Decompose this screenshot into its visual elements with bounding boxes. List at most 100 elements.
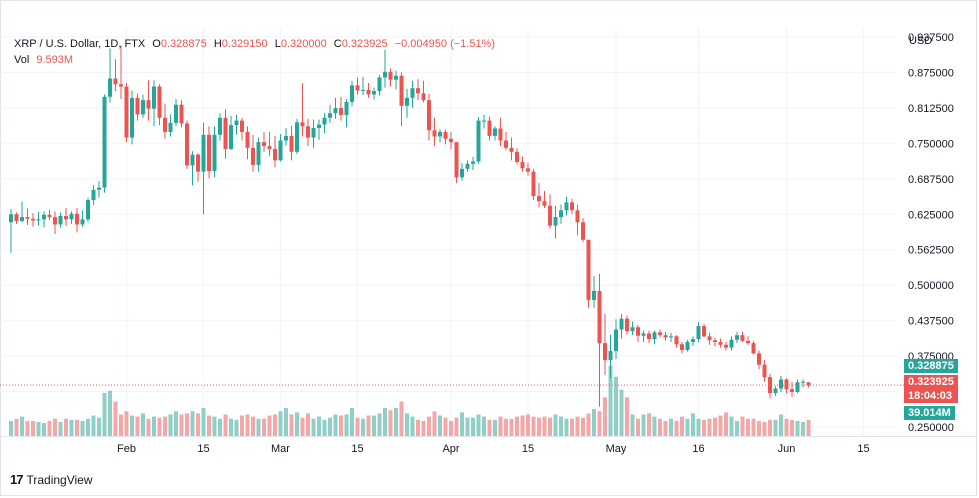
volume-bar — [757, 420, 761, 436]
volume-bars — [9, 366, 811, 436]
candle — [647, 330, 651, 344]
volume-bar — [498, 416, 503, 436]
time-axis[interactable]: Feb 15 Mar 15 Apr 15 May 16 Jun 15 — [117, 443, 870, 455]
candle-body — [449, 138, 453, 143]
candle-body — [515, 151, 519, 163]
candle — [355, 77, 360, 95]
candle-body — [729, 339, 734, 348]
candle — [399, 72, 404, 127]
candle — [427, 93, 431, 141]
price-tick-label: 0.250000 — [908, 422, 954, 434]
candle — [432, 117, 437, 147]
candle — [542, 190, 547, 209]
volume-bar — [311, 418, 316, 436]
volume-bar — [669, 418, 673, 436]
candle-body — [130, 97, 134, 138]
candle-body — [575, 210, 580, 223]
volume-bar — [339, 415, 343, 436]
volume-bar — [383, 408, 387, 436]
volume-bar — [559, 416, 563, 436]
candle — [366, 83, 371, 98]
candle — [108, 48, 112, 103]
volume-bar — [196, 413, 200, 436]
volume-bar — [614, 376, 618, 436]
candle-body — [223, 117, 228, 149]
candle — [405, 88, 409, 118]
volume-bar — [526, 414, 530, 436]
candle — [229, 116, 233, 151]
candle — [674, 335, 679, 348]
candle — [163, 103, 167, 139]
candle-body — [526, 168, 530, 172]
volume-bar — [740, 416, 745, 436]
price-axis[interactable]: 0.937500 0.875000 0.812500 0.750000 0.687500… — [908, 32, 954, 434]
legend-high: 0.329150 — [221, 38, 268, 50]
volume-bar — [42, 423, 46, 436]
price-tick-label: 0.875000 — [908, 67, 954, 79]
candle-body — [592, 290, 596, 300]
volume-bar — [647, 413, 651, 436]
volume-bar — [427, 416, 431, 436]
candle — [630, 321, 635, 336]
candle-body — [322, 117, 327, 125]
candle — [240, 117, 244, 141]
candle — [284, 127, 288, 146]
volume-bar — [394, 408, 398, 436]
volume-bar — [790, 419, 794, 436]
volume-bar — [240, 415, 244, 436]
candle — [515, 148, 519, 165]
volume-bar — [465, 417, 470, 436]
candle — [729, 336, 734, 351]
candle-body — [355, 85, 360, 91]
candle-body — [31, 218, 35, 221]
candle-body — [680, 344, 684, 350]
legend-volume-key[interactable]: Vol — [14, 54, 30, 66]
candle-body — [504, 140, 508, 148]
volume-bar — [135, 416, 140, 436]
candle — [14, 212, 19, 224]
currency-label[interactable]: USD — [909, 35, 933, 47]
volume-bar — [625, 397, 629, 436]
candle — [75, 208, 79, 233]
candle — [680, 341, 684, 354]
volume-bar — [295, 412, 299, 436]
volume-bar — [768, 419, 772, 436]
candle-body — [663, 335, 668, 338]
candle-body — [438, 131, 442, 137]
candle-body — [685, 341, 690, 350]
volume-bar — [795, 420, 800, 436]
candle — [141, 94, 145, 118]
candle-body — [630, 327, 635, 332]
volume-bar — [509, 418, 514, 436]
candle — [504, 131, 508, 151]
candle-body — [779, 379, 783, 389]
candle — [498, 117, 503, 147]
candle — [652, 330, 657, 345]
legend-volume: 9.593M — [36, 54, 74, 66]
candle-body — [460, 168, 464, 178]
candle — [685, 339, 690, 352]
prev-price-tag: 0.328875 — [904, 359, 958, 373]
legend: XRP / U.S. Dollar, 1D, FTX O0.328875 H0.… — [14, 36, 495, 68]
volume-bar — [141, 413, 145, 436]
price-tick-label: 0.750000 — [908, 138, 954, 150]
candle-body — [42, 214, 46, 220]
candle-body — [647, 333, 651, 340]
candle-body — [487, 120, 492, 136]
volume-bar — [212, 416, 217, 436]
volume-bar — [592, 409, 596, 436]
volume-bar — [432, 411, 437, 436]
candle — [768, 373, 772, 399]
candle-body — [559, 210, 563, 218]
tradingview-brand[interactable]: 17 TradingView — [10, 472, 93, 487]
candle — [564, 196, 569, 216]
candle — [779, 376, 783, 392]
candle — [548, 194, 552, 229]
volume-bar — [306, 413, 310, 436]
candle-body — [152, 86, 156, 109]
candle-body — [696, 326, 701, 340]
legend-symbol[interactable]: XRP / U.S. Dollar, 1D, FTX — [14, 38, 146, 50]
volume-bar — [515, 416, 519, 436]
volume-bar — [504, 418, 508, 436]
